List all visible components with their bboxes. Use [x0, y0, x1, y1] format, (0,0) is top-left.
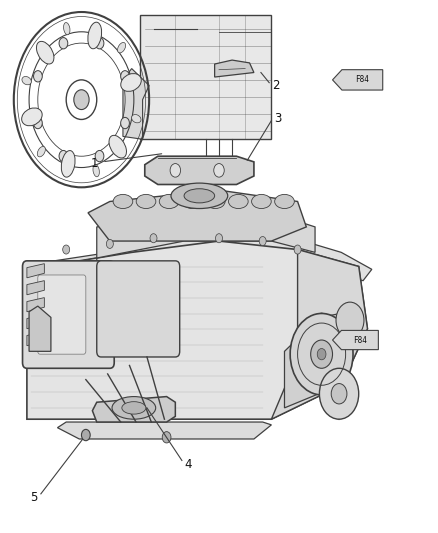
- Ellipse shape: [113, 195, 133, 208]
- Circle shape: [170, 164, 180, 177]
- Polygon shape: [27, 281, 44, 295]
- Text: 5: 5: [30, 491, 37, 504]
- Ellipse shape: [171, 183, 228, 208]
- Circle shape: [290, 313, 353, 395]
- Text: F84: F84: [355, 75, 369, 84]
- Ellipse shape: [122, 402, 146, 414]
- Polygon shape: [332, 330, 378, 350]
- Circle shape: [215, 233, 223, 243]
- Ellipse shape: [21, 108, 42, 126]
- Ellipse shape: [205, 195, 225, 208]
- Circle shape: [319, 368, 359, 419]
- Polygon shape: [27, 314, 44, 329]
- Text: 1: 1: [91, 157, 98, 170]
- FancyBboxPatch shape: [97, 261, 180, 357]
- Ellipse shape: [117, 43, 126, 53]
- Polygon shape: [35, 258, 97, 323]
- Circle shape: [120, 117, 129, 128]
- Circle shape: [34, 117, 42, 128]
- Circle shape: [336, 302, 364, 338]
- Circle shape: [331, 384, 347, 404]
- Polygon shape: [332, 70, 383, 90]
- Ellipse shape: [159, 195, 179, 208]
- Circle shape: [34, 71, 42, 82]
- Text: F84: F84: [353, 335, 367, 344]
- Polygon shape: [27, 297, 44, 312]
- Ellipse shape: [121, 74, 141, 91]
- Polygon shape: [88, 190, 306, 241]
- Ellipse shape: [229, 195, 248, 208]
- Ellipse shape: [64, 22, 70, 35]
- Circle shape: [162, 432, 171, 443]
- Polygon shape: [285, 312, 359, 408]
- Circle shape: [59, 150, 68, 161]
- Polygon shape: [92, 397, 175, 422]
- Circle shape: [81, 430, 90, 441]
- Circle shape: [317, 349, 326, 360]
- Circle shape: [74, 90, 89, 110]
- Circle shape: [63, 245, 70, 254]
- Text: 2: 2: [272, 79, 279, 92]
- Ellipse shape: [37, 147, 46, 157]
- Ellipse shape: [251, 195, 271, 208]
- Ellipse shape: [61, 150, 75, 177]
- Polygon shape: [145, 156, 254, 184]
- Polygon shape: [27, 241, 367, 419]
- Ellipse shape: [131, 115, 141, 123]
- Text: 4: 4: [185, 458, 192, 471]
- Polygon shape: [27, 332, 44, 346]
- Circle shape: [95, 38, 104, 49]
- Polygon shape: [29, 306, 51, 351]
- Circle shape: [120, 71, 129, 82]
- FancyBboxPatch shape: [38, 275, 86, 354]
- Circle shape: [214, 164, 224, 177]
- Ellipse shape: [184, 189, 215, 203]
- Polygon shape: [57, 422, 272, 439]
- Ellipse shape: [109, 135, 127, 158]
- Circle shape: [106, 239, 113, 248]
- Ellipse shape: [93, 165, 99, 177]
- Ellipse shape: [36, 42, 54, 64]
- FancyBboxPatch shape: [141, 15, 272, 139]
- Ellipse shape: [136, 195, 156, 208]
- Ellipse shape: [88, 22, 102, 49]
- Circle shape: [59, 38, 68, 49]
- Text: 3: 3: [274, 112, 282, 125]
- Polygon shape: [123, 69, 149, 139]
- Polygon shape: [97, 213, 315, 258]
- Circle shape: [150, 233, 157, 243]
- Ellipse shape: [112, 397, 155, 419]
- Polygon shape: [35, 236, 372, 281]
- FancyBboxPatch shape: [22, 261, 114, 368]
- Polygon shape: [27, 264, 44, 278]
- Circle shape: [259, 237, 266, 246]
- Circle shape: [95, 150, 104, 161]
- Ellipse shape: [182, 195, 202, 208]
- Polygon shape: [215, 60, 254, 77]
- Ellipse shape: [22, 77, 32, 85]
- Circle shape: [311, 340, 332, 368]
- Ellipse shape: [275, 195, 294, 208]
- Circle shape: [294, 245, 301, 254]
- Polygon shape: [272, 249, 367, 419]
